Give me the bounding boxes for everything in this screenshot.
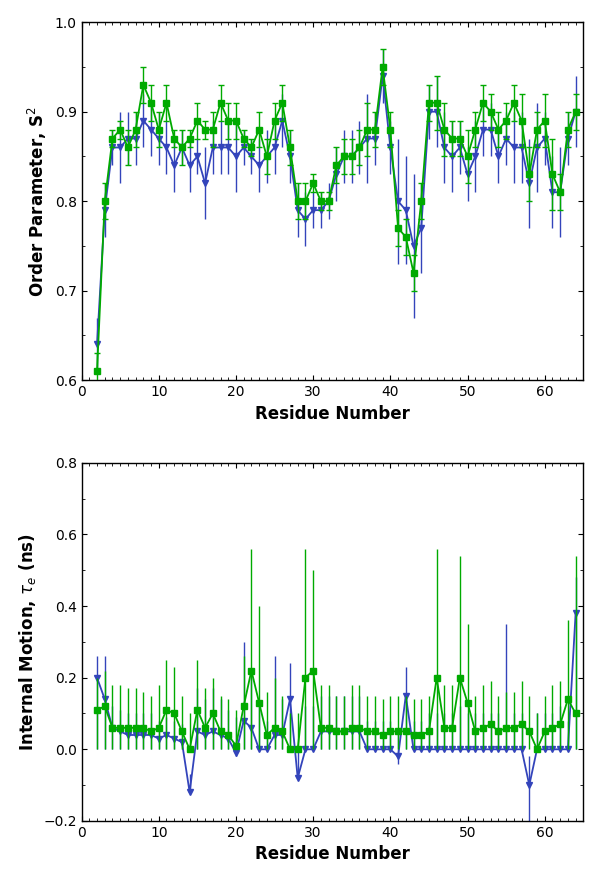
Y-axis label: Order Parameter, S$^2$: Order Parameter, S$^2$ [26, 106, 49, 297]
X-axis label: Residue Number: Residue Number [255, 846, 410, 863]
Y-axis label: Internal Motion, $\tau_e$ (ns): Internal Motion, $\tau_e$ (ns) [17, 533, 38, 751]
X-axis label: Residue Number: Residue Number [255, 405, 410, 422]
